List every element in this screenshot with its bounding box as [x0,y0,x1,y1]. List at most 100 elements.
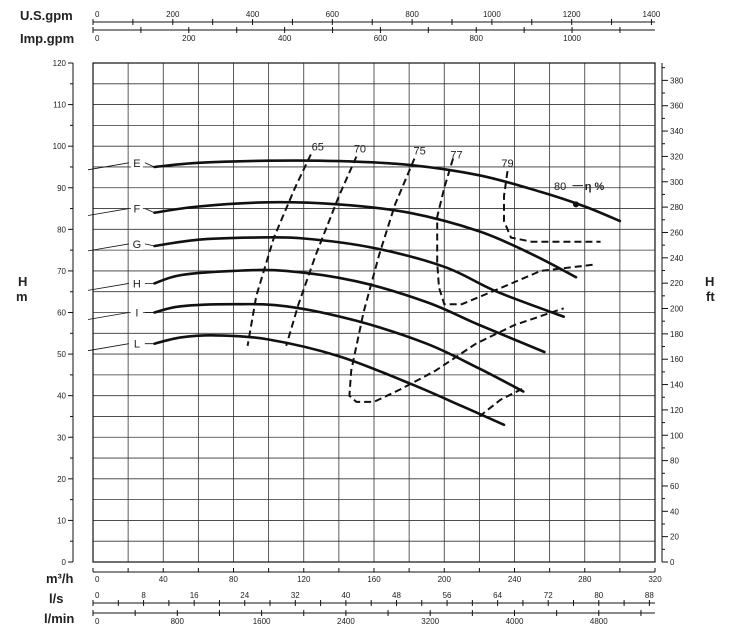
lmin-axis-tick-label: 0 [95,617,100,625]
y-tick-label-ft: 120 [670,406,684,415]
y-tick-label-m: 120 [53,59,67,68]
curve-label-bg-I [130,305,143,319]
plot-frame [92,62,656,563]
ls-axis-tick-label: 24 [240,591,249,600]
curve-leader-left-E [87,162,129,171]
curve-leader-left-I [87,312,129,320]
imp-gpm-axis-tick-label: 600 [374,34,388,43]
y-tick-label-m: 20 [57,475,66,484]
x-tick-label-m3h: 120 [297,575,311,584]
ls-axis-tick-label: 0 [95,591,100,600]
y-tick-label-m: 100 [53,142,67,151]
us-gpm-axis-tick-label: 200 [166,10,180,19]
pump-curves [87,159,622,427]
curve-leader-left-G [87,243,129,252]
curve-leader-E [144,162,155,168]
us-gpm-axis-tick-label: 1000 [483,10,501,19]
y-tick-label-ft: 0 [670,558,675,567]
lmin-axis-tick-label: 1600 [253,617,271,625]
y-tick-label-ft: 240 [670,254,684,263]
curve-label-bg-E [130,155,143,169]
x-tick-label-m3h: 280 [578,575,592,584]
curve-leader-G [144,243,155,247]
x-tick-label-m3h: 320 [648,575,662,584]
pump-curve-F [153,200,578,279]
unit-labels: U.S.gpm Imp.gpm H m H ft m³/h l/s l/min [16,8,715,625]
efficiency-line-75 [348,158,565,403]
imp-gpm-axis-tick-label: 400 [278,34,292,43]
x-tick-label-m3h: 40 [159,575,168,584]
y-tick-label-ft: 380 [670,76,684,85]
lmin-axis-tick-label: 2400 [337,617,355,625]
y-tick-label-m: 30 [57,433,66,442]
ls-axis-tick-label: 56 [443,591,452,600]
ls-axis-tick-label: 88 [645,591,654,600]
y-tick-label-ft: 180 [670,330,684,339]
curve-leader-left-H [87,282,129,291]
m3h-unit: m³/h [46,571,74,586]
ls-axis-tick-label: 16 [190,591,199,600]
y-tick-label-m: 40 [57,392,66,401]
curve-leader-left-L [87,343,129,352]
y-tick-label-m: 0 [62,558,67,567]
ls-axis-tick-label: 32 [291,591,300,600]
ls-axis-tick-label: 64 [493,591,502,600]
y-tick-label-ft: 40 [670,507,679,516]
ls-axis-tick-label: 80 [594,591,603,600]
imp-gpm-axis-tick-label: 800 [470,34,484,43]
y-tick-label-ft: 60 [670,482,679,491]
curve-label-H: H [133,278,141,290]
curve-label-bg-F [130,201,143,215]
curve-label-E: E [133,158,140,170]
y-tick-label-m: 70 [57,267,66,276]
h-ft-unit-top: H [705,274,714,289]
curve-leader-F [144,208,155,214]
y-tick-label-ft: 140 [670,381,684,390]
pump-curve-E [153,159,622,223]
ls-unit: l/s [49,591,63,606]
y-tick-label-m: 10 [57,516,66,525]
curve-label-I: I [135,308,138,320]
efficiency-label-75: 75 [414,145,426,157]
us-gpm-axis-tick-label: 0 [95,10,100,19]
y-tick-label-ft: 20 [670,533,679,542]
eta-percent-label: η % [585,181,605,193]
y-tick-label-m: 50 [57,350,66,359]
imp-gpm-axis-tick-label: 200 [182,34,196,43]
ls-axis-tick-label: 72 [544,591,553,600]
curve-labels: 65 70 75 77 79 80 η % E F G H I L [130,141,605,351]
efficiency-label-77: 77 [450,150,462,162]
y-tick-label-ft: 320 [670,152,684,161]
efficiency-line-77 [436,158,594,306]
pump-curve-H [153,268,546,354]
ls-axis-tick-label: 40 [341,591,350,600]
x-tick-label-m3h: 80 [229,575,238,584]
y-tick-label-m: 80 [57,225,66,234]
curve-label-bg-L [130,336,143,350]
efficiency-label-79: 79 [501,158,513,170]
efficiency-label-70: 70 [354,143,366,155]
curve-label-F: F [134,204,141,216]
efficiency-label-65: 65 [312,141,324,153]
curve-leader-left-F [87,208,129,216]
y-tick-label-ft: 340 [670,127,684,136]
curve-label-bg-H [130,276,143,290]
us-gpm-axis-tick-label: 400 [246,10,260,19]
y-tick-label-ft: 220 [670,279,684,288]
lmin-axis-tick-label: 800 [171,617,185,625]
x-tick-label-m3h: 0 [95,575,100,584]
y-tick-label-m: 110 [53,101,66,110]
efficiency-line-extra [478,386,526,418]
us-gpm-axis-tick-label: 1400 [643,10,661,19]
y-tick-label-ft: 300 [670,178,684,187]
lmin-unit: l/min [44,611,74,625]
lmin-axis-tick-label: 4000 [506,617,524,625]
efficiency-line-70 [285,156,358,347]
imp-gpm-axis-tick-label: 1000 [563,34,581,43]
us-gpm-axis-tick-label: 800 [405,10,419,19]
y-tick-label-m: 60 [57,309,66,318]
y-tick-label-ft: 200 [670,305,684,314]
pump-curve-L [153,334,506,427]
us-gpm-axis-tick-label: 1200 [563,10,581,19]
curve-label-L: L [134,339,140,351]
